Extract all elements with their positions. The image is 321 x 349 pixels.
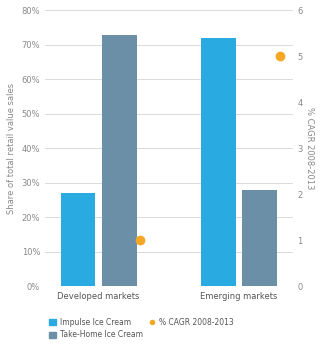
Y-axis label: % CAGR 2008-2013: % CAGR 2008-2013 [305, 107, 314, 190]
Bar [201, 38, 236, 286]
Bar [102, 35, 137, 286]
Bar [61, 193, 95, 286]
Bar [242, 190, 277, 286]
Legend: Impulse Ice Cream, Take-Home Ice Cream, % CAGR 2008-2013: Impulse Ice Cream, Take-Home Ice Cream, … [49, 318, 234, 339]
Y-axis label: Share of total retail value sales: Share of total retail value sales [7, 83, 16, 214]
